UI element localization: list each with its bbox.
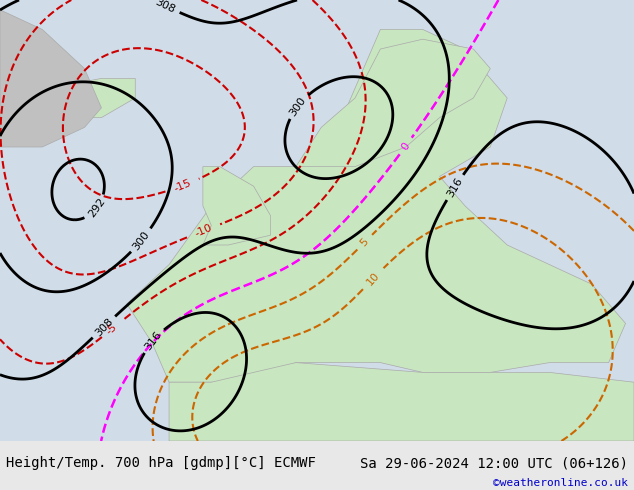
Text: -10: -10 — [193, 222, 214, 239]
Text: 316: 316 — [445, 176, 465, 199]
Text: 316: 316 — [143, 329, 164, 352]
Text: 300: 300 — [131, 229, 152, 252]
Text: -15: -15 — [172, 177, 193, 194]
Polygon shape — [203, 167, 271, 245]
Text: 300: 300 — [288, 95, 308, 118]
Polygon shape — [0, 10, 101, 147]
Text: 0: 0 — [399, 140, 412, 152]
Text: Height/Temp. 700 hPa [gdmp][°C] ECMWF: Height/Temp. 700 hPa [gdmp][°C] ECMWF — [6, 456, 316, 470]
Text: -5: -5 — [105, 321, 119, 336]
Text: 5: 5 — [359, 236, 371, 248]
Text: 292: 292 — [86, 196, 107, 220]
Polygon shape — [296, 39, 490, 167]
Polygon shape — [169, 363, 634, 441]
Text: 10: 10 — [365, 270, 382, 287]
Text: ©weatheronline.co.uk: ©weatheronline.co.uk — [493, 478, 628, 488]
Text: 308: 308 — [153, 0, 177, 15]
Text: 308: 308 — [93, 316, 115, 338]
Polygon shape — [51, 78, 135, 118]
Polygon shape — [127, 29, 626, 382]
Text: Sa 29-06-2024 12:00 UTC (06+126): Sa 29-06-2024 12:00 UTC (06+126) — [359, 456, 628, 470]
